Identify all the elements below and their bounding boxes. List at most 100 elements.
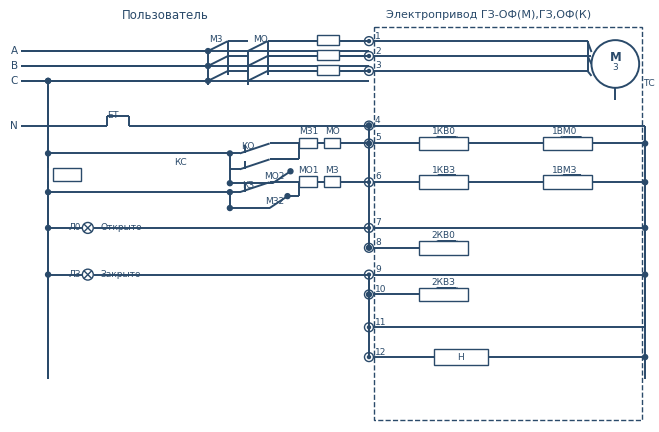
Bar bbox=[324, 137, 340, 149]
Text: B: B bbox=[11, 61, 18, 71]
Circle shape bbox=[227, 206, 233, 210]
Text: МЗ1: МЗ1 bbox=[299, 127, 318, 136]
Text: КО: КО bbox=[241, 142, 254, 151]
Text: Электропривод ГЗ-ОФ(М),ГЗ,ОФ(К): Электропривод ГЗ-ОФ(М),ГЗ,ОФ(К) bbox=[386, 10, 590, 20]
Text: 9: 9 bbox=[375, 265, 381, 274]
Circle shape bbox=[366, 245, 372, 250]
Bar bbox=[418, 241, 469, 255]
Circle shape bbox=[227, 151, 233, 156]
Circle shape bbox=[643, 141, 648, 146]
Bar bbox=[418, 288, 469, 302]
Text: Пользователь: Пользователь bbox=[122, 9, 209, 22]
Circle shape bbox=[206, 64, 210, 68]
Text: 2: 2 bbox=[375, 47, 380, 56]
Text: 1ВМ0: 1ВМ0 bbox=[552, 127, 577, 136]
Text: Открыто: Открыто bbox=[101, 223, 142, 232]
Circle shape bbox=[368, 181, 370, 184]
Text: Н: Н bbox=[457, 353, 464, 362]
Text: МО1: МО1 bbox=[298, 166, 318, 175]
Bar bbox=[299, 137, 317, 149]
Circle shape bbox=[45, 226, 51, 230]
Circle shape bbox=[368, 356, 370, 359]
Bar bbox=[543, 137, 592, 150]
Text: 3: 3 bbox=[612, 64, 618, 73]
Text: C: C bbox=[11, 76, 18, 86]
Text: 2КВ0: 2КВ0 bbox=[432, 232, 455, 240]
Bar bbox=[317, 50, 339, 60]
Circle shape bbox=[368, 142, 370, 145]
Circle shape bbox=[368, 246, 370, 249]
Text: М3: М3 bbox=[209, 35, 223, 44]
Text: Закрыто: Закрыто bbox=[101, 270, 141, 279]
Circle shape bbox=[366, 123, 372, 128]
Circle shape bbox=[368, 326, 370, 329]
Circle shape bbox=[368, 124, 370, 127]
Circle shape bbox=[368, 226, 370, 229]
Text: Л0: Л0 bbox=[69, 223, 81, 232]
Circle shape bbox=[285, 194, 290, 199]
Circle shape bbox=[45, 78, 51, 83]
Text: ТС: ТС bbox=[643, 79, 655, 89]
Text: МО: МО bbox=[253, 35, 268, 44]
Text: F: F bbox=[69, 173, 74, 182]
Bar bbox=[324, 176, 340, 187]
Circle shape bbox=[643, 355, 648, 359]
Text: 4: 4 bbox=[375, 116, 380, 125]
Text: МО: МО bbox=[325, 127, 339, 136]
Bar bbox=[374, 27, 642, 419]
Bar bbox=[299, 176, 317, 187]
Bar bbox=[418, 137, 469, 150]
Circle shape bbox=[227, 190, 233, 195]
Circle shape bbox=[45, 151, 51, 156]
Text: БТ: БТ bbox=[107, 111, 119, 120]
Bar bbox=[418, 175, 469, 189]
Text: N: N bbox=[11, 121, 18, 130]
Text: 3: 3 bbox=[375, 61, 381, 70]
Bar bbox=[53, 168, 81, 181]
Circle shape bbox=[368, 273, 370, 276]
Circle shape bbox=[366, 123, 372, 128]
Text: A: A bbox=[11, 46, 18, 56]
Bar bbox=[317, 35, 339, 45]
Circle shape bbox=[45, 78, 51, 83]
Text: 11: 11 bbox=[375, 318, 386, 327]
Circle shape bbox=[368, 40, 370, 43]
Circle shape bbox=[368, 70, 370, 73]
Text: 10: 10 bbox=[375, 285, 386, 294]
Circle shape bbox=[227, 181, 233, 186]
Text: КС: КС bbox=[174, 158, 186, 167]
Text: МЗ: МЗ bbox=[326, 166, 339, 175]
Text: 8: 8 bbox=[375, 238, 381, 248]
Circle shape bbox=[368, 293, 370, 296]
Bar bbox=[317, 65, 339, 75]
Text: БТ: БТ bbox=[324, 35, 336, 44]
Text: 2КВЗ: 2КВЗ bbox=[432, 278, 455, 287]
Text: 12: 12 bbox=[375, 348, 386, 357]
Bar bbox=[434, 349, 488, 365]
Text: 1ВМЗ: 1ВМЗ bbox=[552, 166, 577, 175]
Circle shape bbox=[643, 272, 648, 277]
Text: КЗ: КЗ bbox=[242, 181, 254, 190]
Circle shape bbox=[206, 78, 210, 83]
Text: 1: 1 bbox=[375, 32, 381, 41]
Text: 1КВЗ: 1КВЗ bbox=[432, 166, 455, 175]
Circle shape bbox=[366, 141, 372, 146]
Circle shape bbox=[206, 48, 210, 54]
Text: 7: 7 bbox=[375, 219, 381, 228]
Text: 6: 6 bbox=[375, 172, 381, 181]
Circle shape bbox=[366, 292, 372, 297]
Bar bbox=[543, 175, 592, 189]
Text: МО2: МО2 bbox=[264, 172, 285, 181]
Circle shape bbox=[368, 54, 370, 57]
Circle shape bbox=[45, 190, 51, 195]
Circle shape bbox=[592, 40, 639, 88]
Text: 5: 5 bbox=[375, 133, 381, 142]
Text: М: М bbox=[610, 51, 621, 64]
Text: МЗ2: МЗ2 bbox=[265, 197, 284, 206]
Circle shape bbox=[288, 169, 293, 174]
Circle shape bbox=[643, 180, 648, 185]
Circle shape bbox=[45, 272, 51, 277]
Text: 1КВ0: 1КВ0 bbox=[432, 127, 455, 136]
Circle shape bbox=[643, 226, 648, 230]
Text: ЛЗ: ЛЗ bbox=[69, 270, 81, 279]
